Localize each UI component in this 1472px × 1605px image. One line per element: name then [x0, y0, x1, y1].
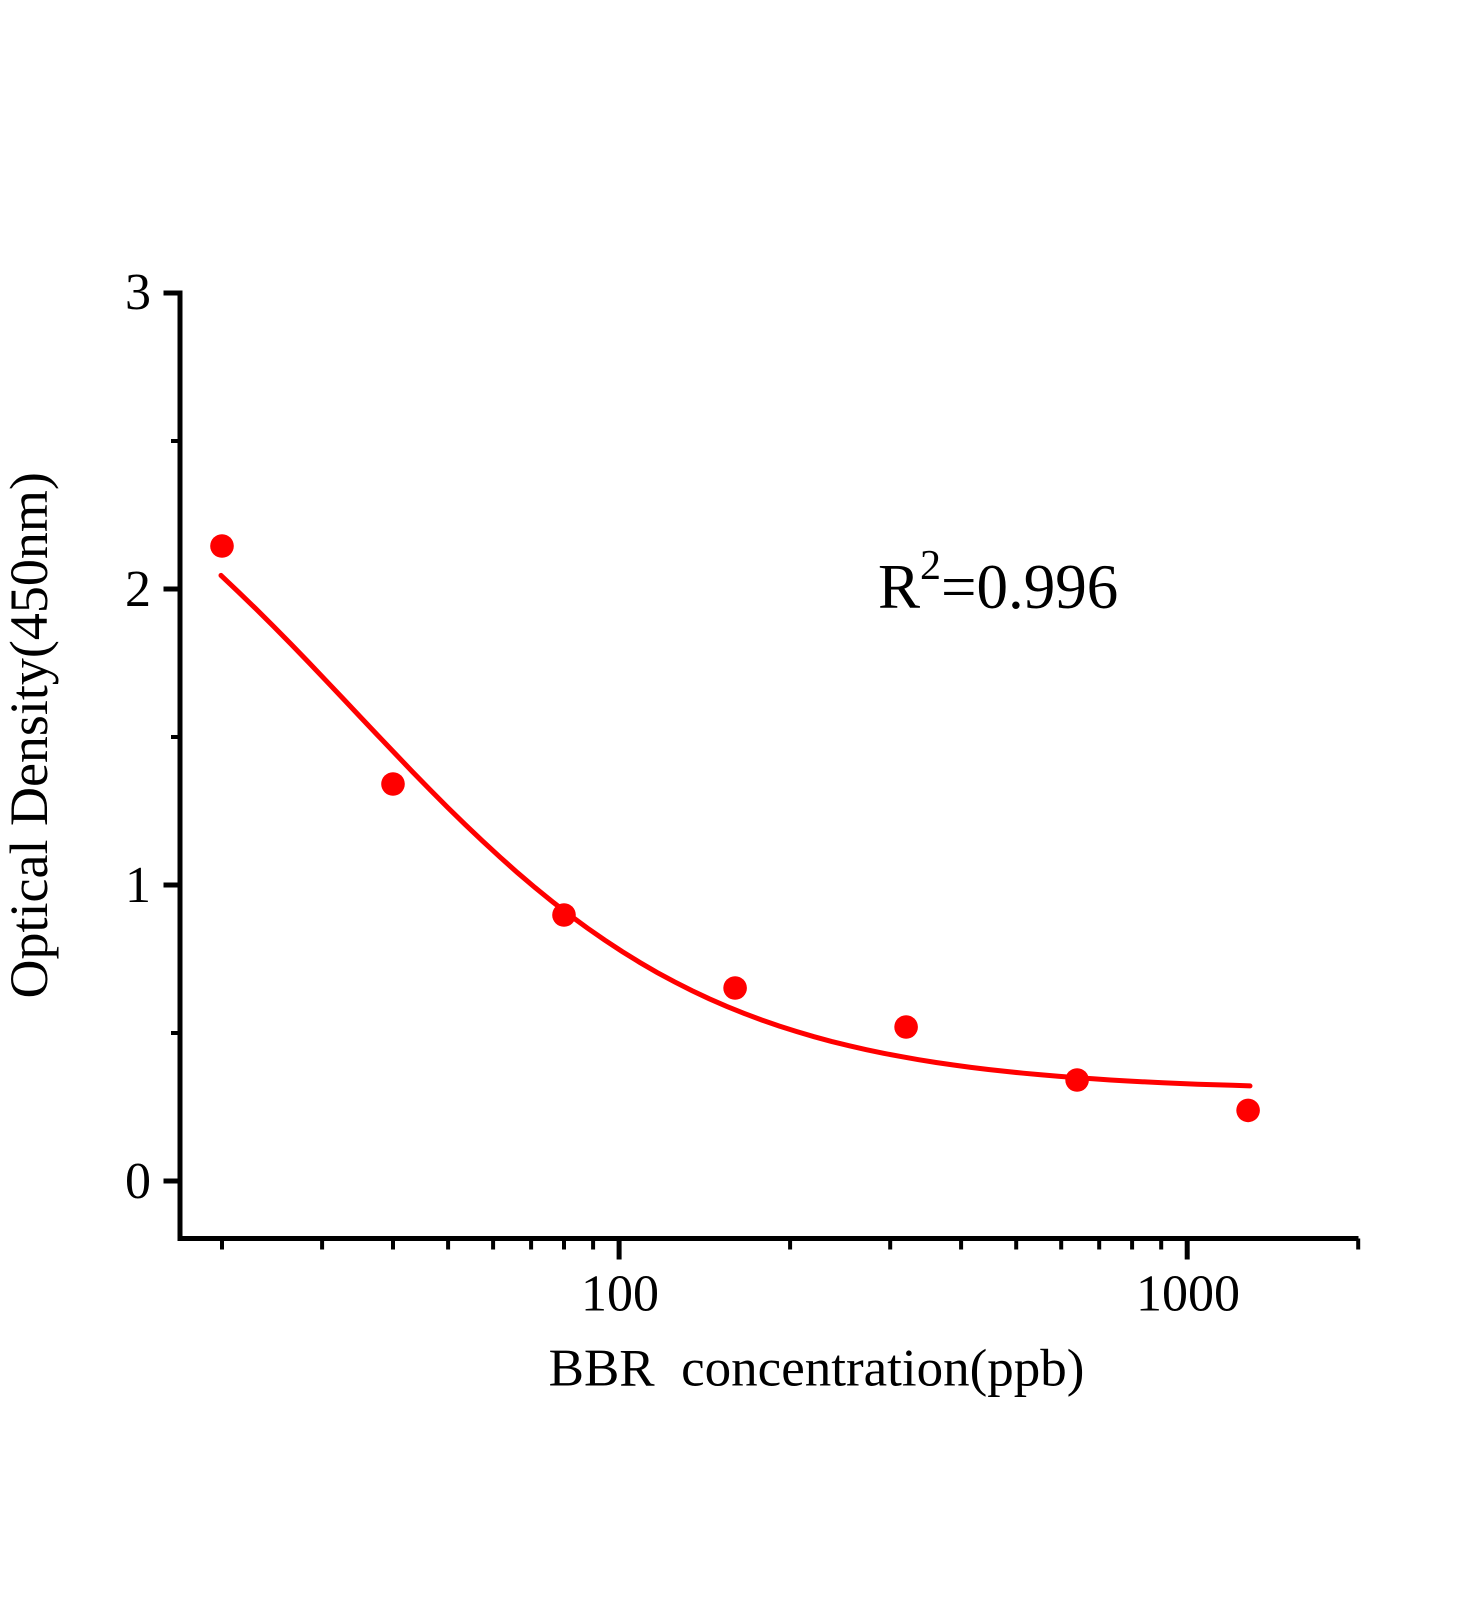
svg-text:BBR concentration(ppb): BBR concentration(ppb)	[549, 1340, 1085, 1398]
svg-text:R2=0.996: R2=0.996	[878, 543, 1118, 622]
svg-text:Optical Density(450nm): Optical Density(450nm)	[0, 472, 59, 998]
svg-text:100: 100	[581, 1266, 659, 1323]
svg-text:3: 3	[125, 264, 151, 321]
svg-text:0: 0	[125, 1153, 151, 1210]
svg-text:1: 1	[125, 857, 151, 914]
svg-text:2: 2	[125, 561, 151, 618]
svg-text:1000: 1000	[1136, 1266, 1240, 1323]
